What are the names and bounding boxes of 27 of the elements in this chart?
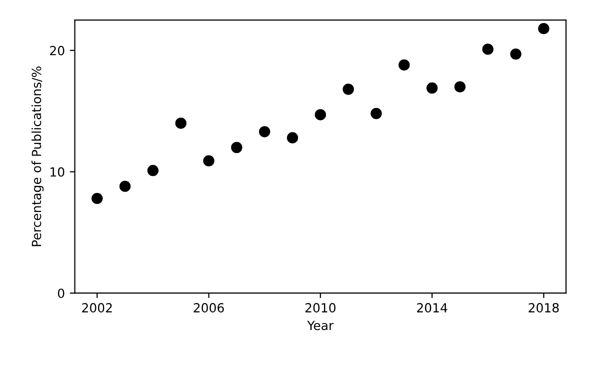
point: [258, 126, 270, 138]
point: [203, 155, 214, 166]
point: [426, 82, 438, 94]
point: [370, 108, 382, 120]
y-tick-label: 20: [50, 46, 64, 56]
point: [454, 81, 466, 92]
y-tick-label: 0: [58, 288, 64, 298]
point: [231, 142, 242, 154]
point: [314, 109, 326, 120]
point: [482, 44, 494, 55]
x-tick-label: 2014: [417, 303, 448, 312]
point: [538, 22, 550, 34]
point: [286, 132, 298, 144]
x-tick-label: 2010: [305, 303, 336, 312]
point: [175, 118, 186, 129]
y-axis-title: Percentage of Publications/%: [32, 66, 44, 246]
point: [147, 164, 159, 176]
point: [92, 192, 103, 204]
point: [398, 59, 410, 71]
x-tick-label: 2018: [528, 303, 559, 312]
point: [119, 180, 131, 192]
x-tick-label: 2002: [82, 303, 112, 312]
point: [510, 48, 522, 60]
x-axis-title: Year: [307, 320, 334, 330]
x-tick-label: 2006: [194, 303, 224, 312]
y-tick-label: 10: [50, 167, 64, 177]
point: [342, 84, 354, 95]
